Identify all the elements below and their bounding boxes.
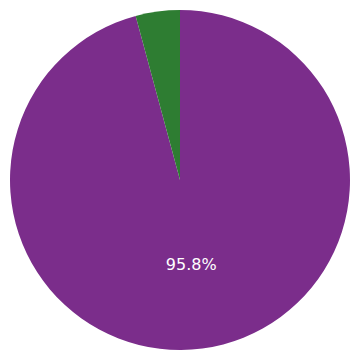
svg-text:95.8%: 95.8%: [166, 255, 217, 274]
